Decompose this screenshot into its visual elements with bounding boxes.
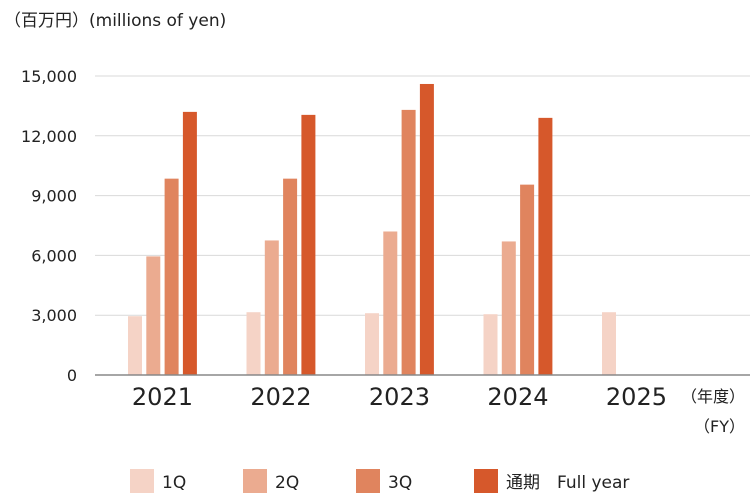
bar-2021-2	[146, 256, 161, 375]
bar-2024-4	[538, 117, 553, 376]
bar-2024-3	[520, 184, 535, 375]
y-tick-label: 12,000	[21, 127, 77, 146]
legend-swatch-3	[356, 469, 380, 493]
legend-label-1: 1Q	[162, 473, 186, 493]
legend-swatch-1	[130, 469, 154, 493]
x-axis-ticks: 2021 2022 2023 2024 2025	[132, 383, 667, 411]
bar-2024-1	[483, 314, 498, 375]
y-tick-label: 0	[67, 366, 77, 385]
bar-2021-4	[182, 111, 197, 375]
fy-label-en: （FY）	[694, 417, 745, 436]
bar-2023-2	[383, 231, 398, 375]
y-tick-label: 3,000	[31, 306, 77, 325]
x-tick-label: 2023	[369, 383, 430, 411]
bar-2024-2	[501, 241, 516, 375]
legend: 1Q 2Q 3Q 通期 Full year	[130, 469, 629, 493]
bar-2022-1	[246, 312, 261, 375]
x-tick-label: 2021	[132, 383, 193, 411]
legend-label-3: 3Q	[388, 473, 412, 493]
x-tick-label: 2022	[250, 383, 311, 411]
legend-label-4: 通期 Full year	[506, 473, 629, 493]
y-tick-label: 9,000	[31, 187, 77, 206]
bar-2021-1	[128, 316, 142, 375]
y-axis-ticks: 0 3,000 6,000 9,000 12,000 15,000	[21, 67, 77, 385]
fy-label-ja: （年度）	[681, 387, 745, 406]
y-tick-label: 15,000	[21, 67, 77, 86]
bar-2023-4	[419, 83, 434, 376]
bar-2022-3	[283, 178, 298, 375]
legend-swatch-4	[474, 469, 498, 493]
legend-swatch-2	[243, 469, 267, 493]
bar-2022-2	[264, 240, 279, 375]
x-tick-label: 2025	[606, 383, 667, 411]
bar-2025-1	[602, 312, 616, 375]
legend-label-2: 2Q	[275, 473, 299, 493]
bar-2023-3	[401, 109, 416, 376]
bars	[128, 83, 616, 376]
unit-label: （百万円）(millions of yen)	[4, 11, 226, 31]
bar-2022-4	[301, 114, 316, 376]
bar-2023-1	[365, 313, 379, 375]
x-tick-label: 2024	[487, 383, 548, 411]
y-tick-label: 6,000	[31, 246, 77, 265]
bar-2021-3	[164, 178, 179, 375]
